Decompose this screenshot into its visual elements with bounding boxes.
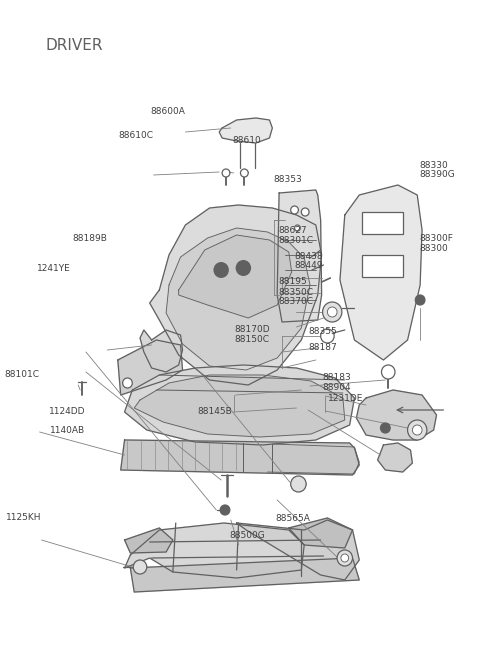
Text: 88170D: 88170D [234,325,270,334]
Bar [362,255,403,277]
Polygon shape [378,443,412,472]
Text: 88150C: 88150C [234,335,269,345]
Polygon shape [125,523,304,578]
Text: 1231DE: 1231DE [328,394,363,403]
Circle shape [382,365,395,379]
Text: 88187: 88187 [309,343,337,352]
Circle shape [123,378,132,388]
Text: 1241YE: 1241YE [37,264,71,273]
Polygon shape [134,375,345,437]
Text: 1125KH: 1125KH [6,513,42,522]
Circle shape [381,423,390,433]
Text: 88350C: 88350C [278,288,313,297]
Polygon shape [289,518,352,548]
Text: 88301C: 88301C [278,236,313,245]
Polygon shape [140,330,182,372]
Text: 88353: 88353 [274,175,302,184]
Circle shape [301,208,309,216]
Polygon shape [125,528,173,553]
Circle shape [412,425,422,435]
Text: 88565A: 88565A [275,514,310,523]
Text: 88355: 88355 [309,327,337,336]
Polygon shape [131,558,359,592]
Circle shape [291,206,299,214]
Text: 88370C: 88370C [278,297,313,307]
Text: 1124DD: 1124DD [48,407,85,416]
Polygon shape [340,185,422,360]
Circle shape [236,260,251,276]
Polygon shape [277,190,322,322]
Polygon shape [118,340,182,395]
Circle shape [321,329,334,343]
Text: 88330: 88330 [420,160,448,170]
Text: 88904: 88904 [323,383,351,392]
Text: 88189B: 88189B [72,234,107,243]
Polygon shape [179,235,292,318]
Circle shape [323,302,342,322]
Text: 88500G: 88500G [229,531,265,540]
Polygon shape [237,520,359,580]
Text: 88145B: 88145B [197,407,232,416]
Text: 1140AB: 1140AB [50,426,85,435]
Circle shape [327,307,337,317]
Polygon shape [219,118,272,143]
Circle shape [222,169,230,177]
Circle shape [214,262,229,278]
Circle shape [220,505,230,515]
Text: 88195: 88195 [278,277,307,286]
Polygon shape [150,205,322,385]
Text: 88300F: 88300F [420,234,454,243]
Circle shape [295,225,300,231]
Circle shape [408,420,427,440]
Circle shape [133,560,147,574]
Text: 88610C: 88610C [118,131,153,140]
Text: 88600A: 88600A [151,107,186,116]
Text: 88101C: 88101C [5,369,39,379]
Polygon shape [120,440,359,475]
Text: 88610: 88610 [232,136,261,145]
Circle shape [291,476,306,492]
Polygon shape [125,365,354,445]
Text: 88449: 88449 [295,261,323,271]
Circle shape [341,554,348,562]
Text: 88183: 88183 [323,373,351,382]
Text: 88438: 88438 [295,252,323,261]
Text: 88390G: 88390G [420,170,456,179]
Circle shape [415,295,425,305]
Polygon shape [166,228,310,370]
Circle shape [240,169,248,177]
Text: DRIVER: DRIVER [46,38,103,53]
Circle shape [337,550,352,566]
Polygon shape [356,390,436,440]
Text: 88300: 88300 [420,244,448,253]
Text: 88627: 88627 [278,226,307,235]
Bar [362,212,403,234]
